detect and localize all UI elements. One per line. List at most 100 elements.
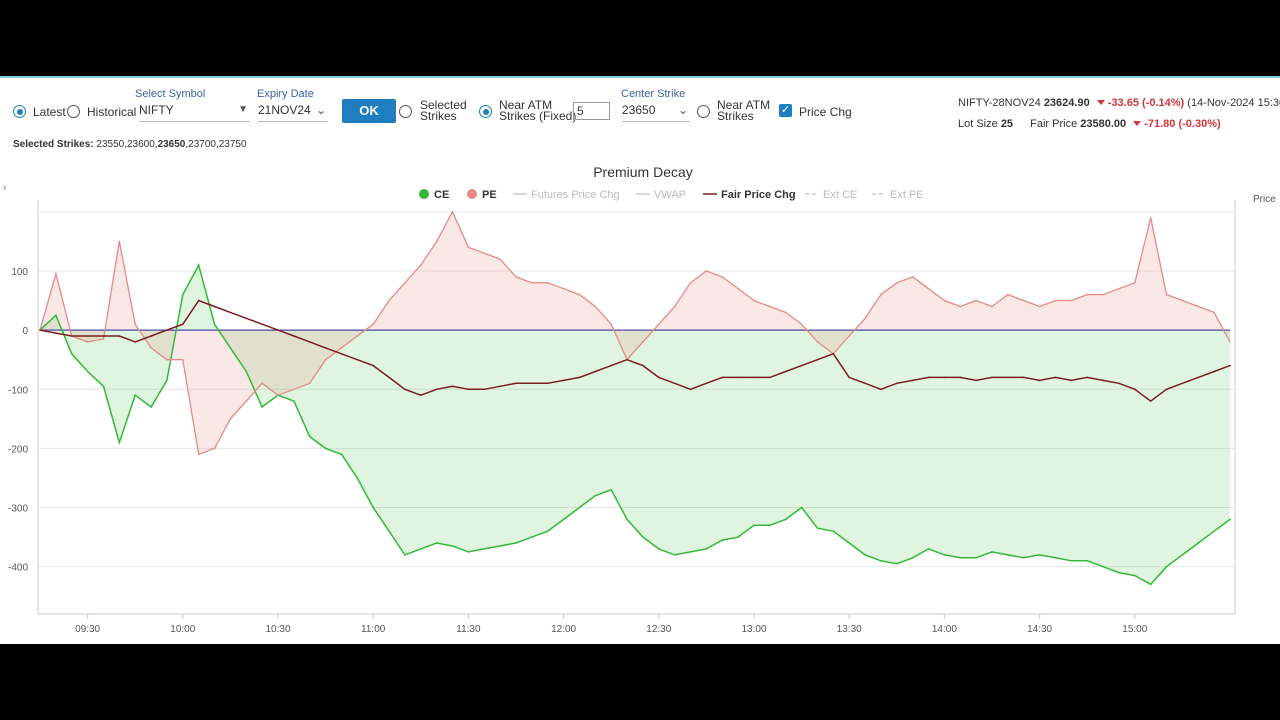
pe-point <box>769 305 771 308</box>
y-tick-label: -400 <box>8 563 28 574</box>
ce-point <box>689 551 692 553</box>
fair-price-point <box>1213 370 1215 373</box>
pe-point <box>388 299 390 302</box>
x-tick-label: 12:30 <box>646 624 671 635</box>
ce-point <box>1229 518 1231 521</box>
strikes-center: 23650 <box>157 139 186 150</box>
fair-price-value: 23580.00 <box>1080 118 1127 130</box>
near-atm-radio[interactable] <box>697 105 710 118</box>
fair-price-point <box>658 376 660 379</box>
fair-price-point <box>705 382 708 385</box>
ce-point <box>197 264 200 266</box>
selected-strikes-radio[interactable] <box>399 105 412 118</box>
fair-change-pct: (-0.30%) <box>1178 118 1221 130</box>
down-arrow-icon <box>1133 121 1142 126</box>
pe-point <box>1102 293 1104 296</box>
pe-point <box>927 287 930 290</box>
fair-price-point <box>1070 379 1073 382</box>
future-change: -33.65 <box>1107 97 1139 109</box>
pe-point <box>324 358 327 361</box>
x-tick-label: 10:00 <box>170 624 195 635</box>
historical-label: Historical <box>87 105 137 119</box>
pe-point <box>197 453 200 456</box>
fair-price-point <box>943 376 946 379</box>
expand-chevron-icon[interactable]: › <box>3 182 7 193</box>
future-name: NIFTY-28NOV24 <box>958 97 1041 109</box>
pe-point <box>578 293 581 296</box>
ce-point <box>848 542 850 544</box>
latest-radio[interactable] <box>13 105 26 118</box>
x-tick-label: 09:30 <box>75 624 100 635</box>
fair-price-point <box>1007 376 1009 379</box>
ce-point <box>261 406 263 408</box>
fair-price-point <box>832 353 835 355</box>
fair-price-point <box>356 358 359 361</box>
pe-point <box>1229 341 1231 343</box>
fair-price-point <box>467 388 470 391</box>
chevron-down-icon: ⌄ <box>677 103 688 117</box>
pe-point <box>261 382 263 385</box>
pe-point <box>562 287 565 290</box>
pe-point <box>753 299 755 302</box>
fair-price-point <box>483 388 486 391</box>
ce-point <box>1118 571 1120 574</box>
y-tick-label: -300 <box>8 504 28 515</box>
pe-point <box>896 282 898 284</box>
legend-label: CE <box>434 189 449 201</box>
ce-point <box>229 347 232 349</box>
fair-price-point <box>1165 388 1168 391</box>
fair-price-point <box>562 379 565 382</box>
pe-point <box>1165 293 1168 296</box>
pe-point <box>800 323 803 325</box>
fair-price-point <box>340 353 343 355</box>
fair-price-point <box>753 376 755 379</box>
x-tick-label: 13:30 <box>837 624 862 635</box>
x-tick-label: 13:00 <box>741 624 766 635</box>
pe-point <box>594 305 597 308</box>
price-chg-checkbox[interactable]: ✓ <box>779 104 792 117</box>
near-atm-count-input[interactable]: 5 <box>573 102 610 120</box>
fair-price-point <box>39 329 41 331</box>
ce-point <box>1007 554 1009 556</box>
ce-area <box>40 265 1230 585</box>
pe-point <box>308 382 311 385</box>
expiry-select[interactable]: 21NOV24 ⌄ <box>258 101 328 122</box>
pe-area <box>40 211 1230 455</box>
symbol-select[interactable]: NIFTY ▼ <box>139 101 250 122</box>
fair-price-point <box>499 385 501 388</box>
center-strike-select[interactable]: 23650 ⌄ <box>622 101 690 122</box>
historical-radio[interactable] <box>67 105 80 118</box>
latest-label: Latest <box>33 105 66 119</box>
pe-point <box>1038 305 1041 308</box>
fair-price-point <box>515 382 517 385</box>
fair-price-label: Fair Price <box>1030 118 1078 130</box>
ce-point <box>562 518 565 521</box>
fair-price-point <box>372 364 375 367</box>
pe-point <box>959 305 962 308</box>
pe-point <box>1070 299 1073 302</box>
pe-point <box>150 347 152 349</box>
ce-point <box>1070 560 1073 562</box>
pe-point <box>1181 299 1184 302</box>
near-atm-fixed-radio[interactable] <box>479 105 492 118</box>
fair-price-point <box>229 311 232 314</box>
pe-point <box>55 273 57 275</box>
ce-point <box>515 542 517 544</box>
fair-price-point <box>308 341 311 343</box>
fair-price-point <box>182 323 184 325</box>
ok-button[interactable]: OK <box>342 99 396 123</box>
fair-price-point <box>721 376 724 379</box>
pe-point <box>673 305 676 308</box>
fair-price-point <box>991 376 993 379</box>
expiry-value: 21NOV24 <box>258 103 311 117</box>
fair-price-point <box>388 376 390 379</box>
future-change-pct: (-0.14%) <box>1142 97 1185 109</box>
pe-point <box>991 305 993 308</box>
pe-point <box>737 287 739 290</box>
fair-price-point <box>531 382 533 385</box>
fair-price-point <box>1054 376 1057 379</box>
ce-point <box>927 548 930 550</box>
chart-title: Premium Decay <box>593 164 693 180</box>
ce-point <box>832 530 835 532</box>
fair-price-point <box>420 394 422 397</box>
